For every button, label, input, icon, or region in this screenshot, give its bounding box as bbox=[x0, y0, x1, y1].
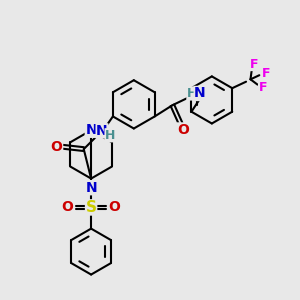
Text: N: N bbox=[85, 123, 97, 137]
Text: O: O bbox=[109, 200, 121, 214]
Text: F: F bbox=[259, 81, 267, 94]
Text: N: N bbox=[96, 124, 108, 138]
Text: S: S bbox=[85, 200, 97, 215]
Text: O: O bbox=[177, 123, 189, 137]
Text: N: N bbox=[85, 181, 97, 195]
Text: F: F bbox=[262, 67, 270, 80]
Text: N: N bbox=[194, 86, 206, 100]
Text: O: O bbox=[61, 200, 74, 214]
Text: F: F bbox=[250, 58, 258, 70]
Text: H: H bbox=[105, 129, 116, 142]
Text: H: H bbox=[187, 87, 197, 100]
Text: O: O bbox=[51, 140, 63, 154]
